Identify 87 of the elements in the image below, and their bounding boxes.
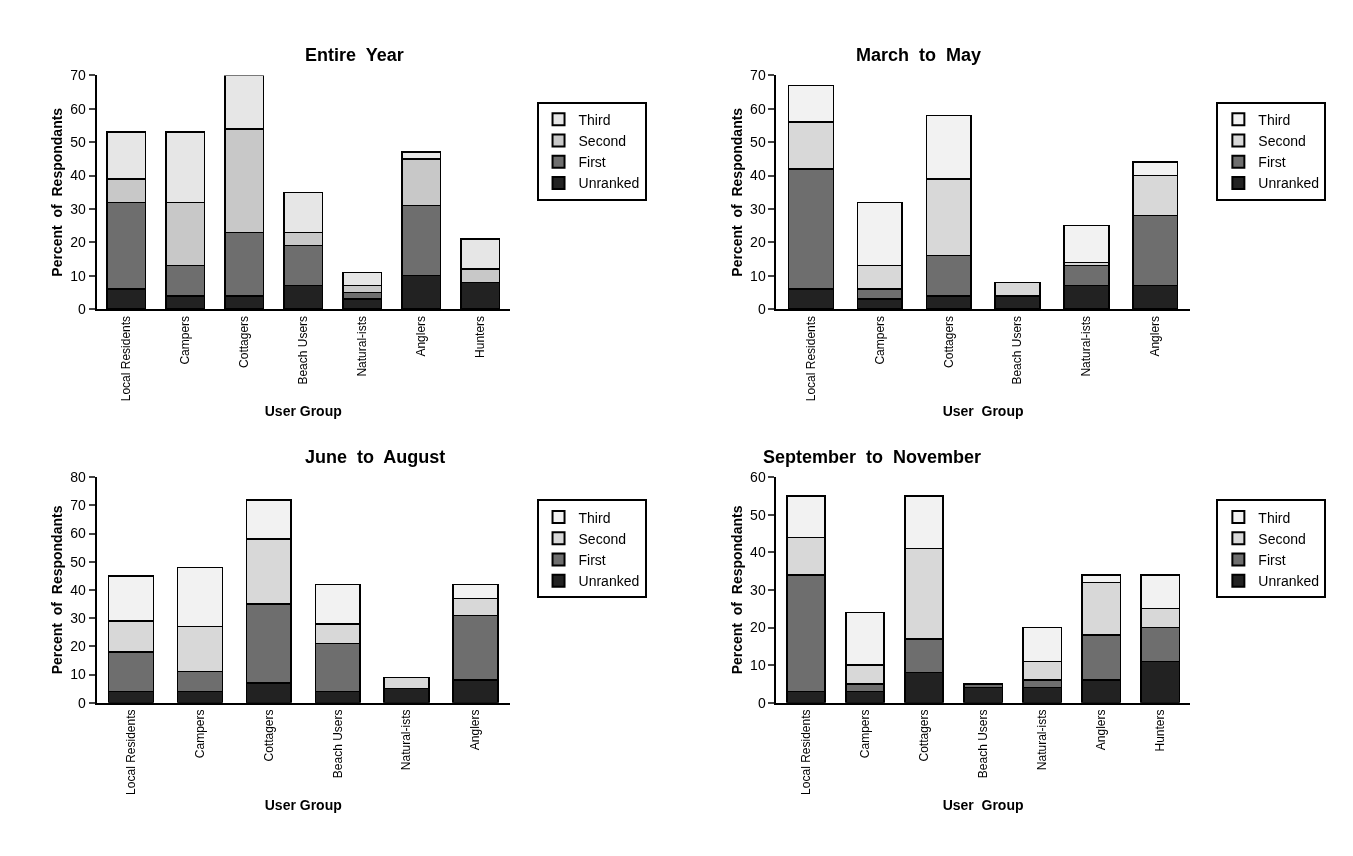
y-tick-label: 60 [70,100,87,117]
legend-label: Third [1258,111,1291,128]
x-tick-label: Local Residents [119,315,134,402]
y-tick-label: 30 [750,581,766,598]
y-tick-label: 60 [70,525,87,542]
y-tick-label: 0 [78,301,87,317]
x-tick-label: Hunters [1153,709,1168,752]
legend-label: Second [578,530,627,547]
x-tick-label: Beach Users [1010,315,1025,385]
y-axis-title: Percent of Respondants [729,505,746,675]
x-axis-title: User Group [942,796,1024,813]
y-tick-label: 50 [70,134,87,151]
y-tick-label: 0 [757,694,766,711]
y-tick-label: 40 [70,167,87,184]
y-axis-title: Percent of Respondants [729,107,746,277]
x-tick-label: Natural-ists [1035,709,1050,771]
y-tick-label: 30 [70,610,87,627]
x-tick-label: Campers [857,709,872,759]
x-tick-label: Campers [178,315,193,365]
x-tick-label: Campers [192,709,207,759]
y-tick-label: 30 [70,200,87,217]
legend-label: First [1258,154,1286,171]
y-axis-title: Percent of Respondants [49,107,66,277]
x-tick-label: Cottagers [261,709,276,762]
x-tick-label: Local Residents [798,709,813,795]
legend-label: First [578,154,606,171]
x-tick-label: Local Residents [803,315,818,402]
legend-label: First [578,551,606,568]
y-tick-label: 70 [70,497,87,514]
x-tick-label: Anglers [1148,315,1163,357]
y-tick-label: 20 [70,234,87,251]
x-tick-label: Natural-ists [355,315,370,377]
x-tick-label: Cottagers [237,315,252,368]
x-tick-label: Beach Users [296,315,311,385]
y-tick-label: 40 [70,581,87,598]
x-axis-title: User Group [942,403,1024,420]
chart-title: Entire Year [305,45,404,65]
x-axis-title: User Group [264,796,342,813]
y-tick-label: 70 [70,67,87,84]
x-tick-label: Natural-ists [1079,315,1094,377]
x-tick-label: Natural-ists [399,709,414,771]
y-tick-label: 30 [750,200,766,217]
x-tick-label: Cottagers [941,315,956,368]
x-tick-label: Anglers [468,709,483,751]
y-tick-label: 10 [750,267,766,284]
x-tick-label: Cottagers [916,709,931,762]
y-tick-label: 60 [750,100,766,117]
legend-label: Second [578,133,627,150]
y-tick-label: 20 [750,619,766,636]
y-tick-label: 50 [750,506,766,523]
y-tick-label: 40 [750,167,766,184]
y-tick-label: 80 [70,469,87,486]
y-tick-label: 40 [750,544,766,561]
y-tick-label: 10 [70,267,87,284]
chart-title: March to May [856,45,982,65]
chart-title: June to August [305,447,446,467]
legend-label: Third [578,111,611,128]
x-tick-label: Local Residents [123,709,138,795]
x-tick-label: Campers [872,315,887,365]
y-tick-label: 50 [750,134,766,151]
y-tick-label: 10 [70,666,87,683]
x-tick-label: Beach Users [975,709,990,779]
bar [1063,224,1110,264]
legend-label: Unranked [578,573,640,590]
y-tick-label: 0 [78,694,87,711]
y-tick-label: 0 [757,301,766,317]
y-tick-label: 10 [750,657,766,674]
y-tick-label: 20 [750,234,766,251]
x-axis-title: User Group [264,403,342,420]
x-tick-label: Hunters [473,315,488,358]
y-tick-label: 20 [70,638,87,655]
legend-label: First [1258,551,1286,568]
legend-label: Second [1258,133,1306,150]
legend-label: Unranked [1258,175,1320,192]
legend-label: Unranked [1258,573,1320,590]
legend-label: Third [578,509,611,526]
legend-label: Third [1258,509,1291,526]
y-axis-title: Percent of Respondants [49,505,66,675]
y-tick-label: 70 [750,67,766,84]
x-tick-label: Anglers [414,315,429,357]
y-tick-label: 50 [70,553,87,570]
y-tick-label: 60 [750,469,766,486]
legend-label: Second [1258,530,1306,547]
x-tick-label: Beach Users [330,709,345,779]
x-tick-label: Anglers [1094,709,1109,751]
legend-label: Unranked [578,175,640,192]
chart-title: September to November [763,447,982,467]
